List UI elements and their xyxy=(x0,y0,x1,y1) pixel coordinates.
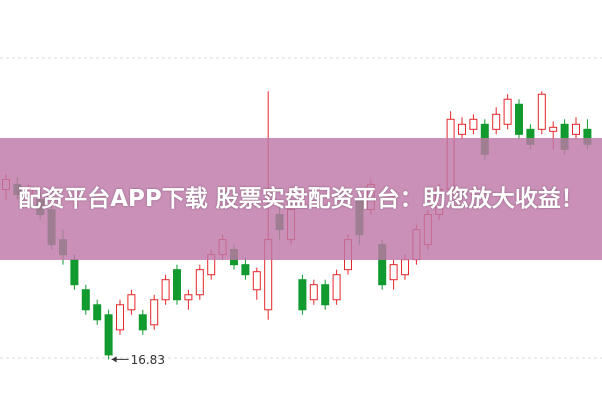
candle-body xyxy=(515,103,523,135)
candle-body xyxy=(150,299,159,326)
candle-body xyxy=(572,123,580,135)
candle-body xyxy=(549,126,558,132)
candle-body xyxy=(241,264,250,276)
candle-body xyxy=(321,284,330,306)
low-label: 16.83 xyxy=(131,353,165,367)
candle-body xyxy=(138,314,147,331)
candle-body xyxy=(537,93,546,130)
candle-body xyxy=(127,294,136,311)
candle-body xyxy=(492,113,501,130)
banner: 配资平台APP下载 股票实盘配资平台：助您放大收益！ xyxy=(0,138,602,260)
candle-body xyxy=(469,118,478,130)
candle-body xyxy=(252,271,261,291)
candle-body xyxy=(309,284,318,301)
candle-body xyxy=(195,269,204,296)
banner-text: 配资平台APP下载 股票实盘配资平台：助您放大收益！ xyxy=(18,186,584,212)
annotation-arrowhead xyxy=(111,356,117,363)
candle-body xyxy=(81,289,90,311)
candle-body xyxy=(70,259,79,286)
candle-body xyxy=(332,274,341,301)
candle-body xyxy=(93,304,102,321)
candle-body xyxy=(184,294,193,301)
candle-body xyxy=(401,259,409,276)
candle-body xyxy=(389,264,398,281)
candle-body xyxy=(161,279,170,301)
candle-body xyxy=(458,123,466,135)
candle-body xyxy=(173,269,181,301)
candle-body xyxy=(503,98,512,125)
candle-body xyxy=(104,314,113,356)
candle-body xyxy=(298,279,307,311)
candle-body xyxy=(116,304,124,331)
